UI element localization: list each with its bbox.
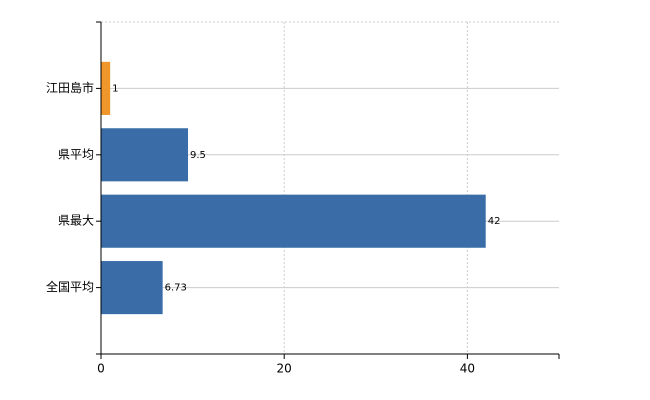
- value-label: 1: [112, 83, 118, 94]
- y-tick-label: 県平均: [58, 147, 94, 161]
- bar: [101, 261, 163, 315]
- value-label: 6.73: [165, 283, 187, 294]
- value-label: 9.5: [190, 150, 206, 161]
- x-tick-label: 20: [277, 362, 292, 376]
- y-tick-label: 江田島市: [46, 80, 94, 95]
- bar: [101, 61, 111, 115]
- y-tick-label: 全国平均: [46, 279, 94, 294]
- y-tick-label: 県最大: [58, 214, 94, 228]
- bar: [101, 194, 486, 248]
- x-tick-label: 40: [460, 362, 475, 376]
- x-tick-label: 0: [97, 362, 105, 376]
- value-label: 42: [488, 216, 501, 227]
- bar: [101, 128, 189, 182]
